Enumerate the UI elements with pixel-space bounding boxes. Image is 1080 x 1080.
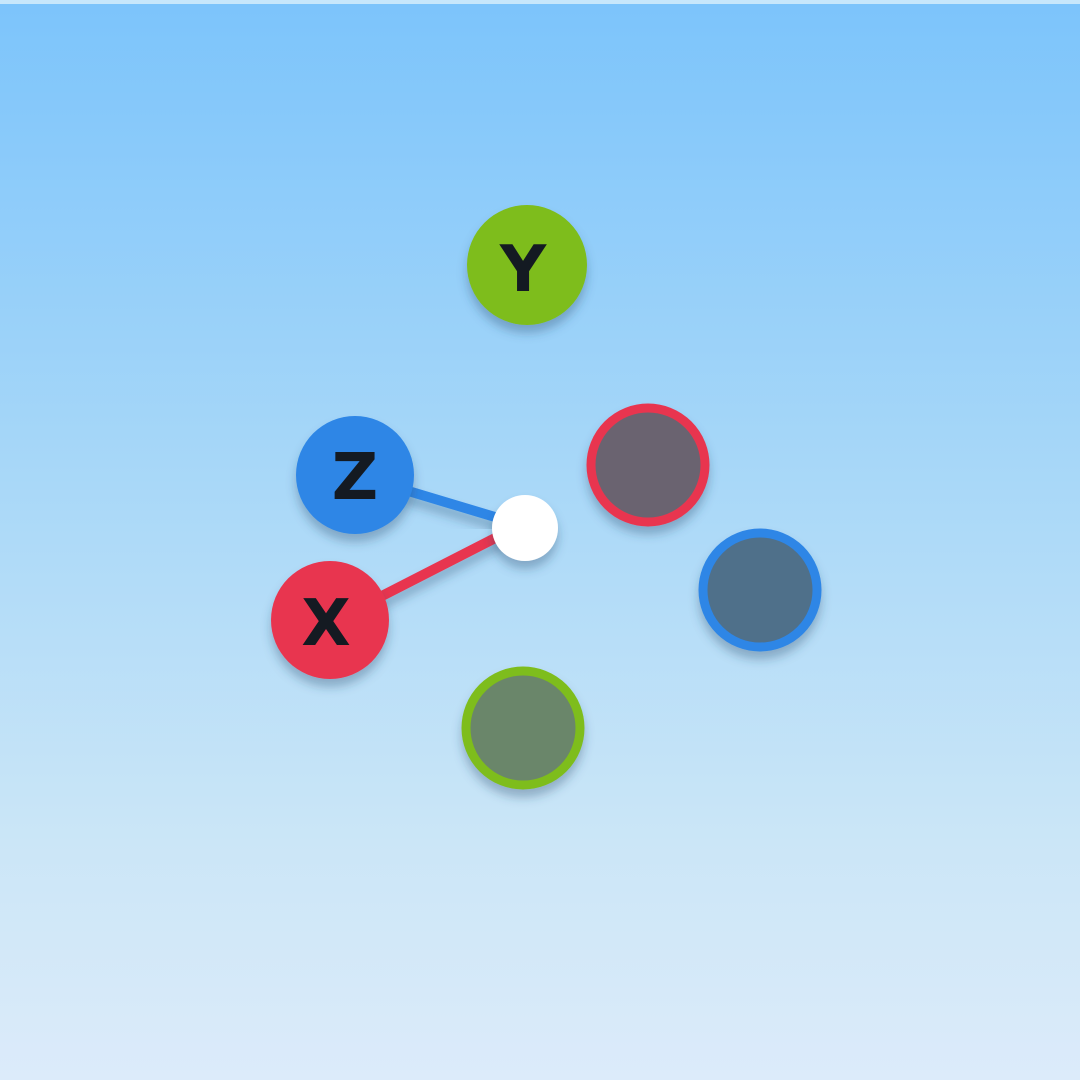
- x-axis-line: [375, 528, 508, 603]
- neg-z-axis-ball[interactable]: [698, 528, 822, 652]
- x-axis-label: X: [301, 587, 350, 661]
- y-axis-label: Y: [499, 233, 547, 307]
- neg-y-axis-ball[interactable]: [461, 666, 585, 790]
- x-axis-ball[interactable]: X: [271, 561, 389, 679]
- y-axis-ball[interactable]: Y: [467, 205, 587, 325]
- z-axis-line: [403, 485, 507, 525]
- z-axis-label: Z: [332, 441, 378, 515]
- neg-x-axis-ball[interactable]: [586, 403, 710, 527]
- z-axis-ball[interactable]: Z: [296, 416, 414, 534]
- viewport-top-edge: [0, 0, 1080, 4]
- gizmo-center-handle[interactable]: [492, 495, 558, 561]
